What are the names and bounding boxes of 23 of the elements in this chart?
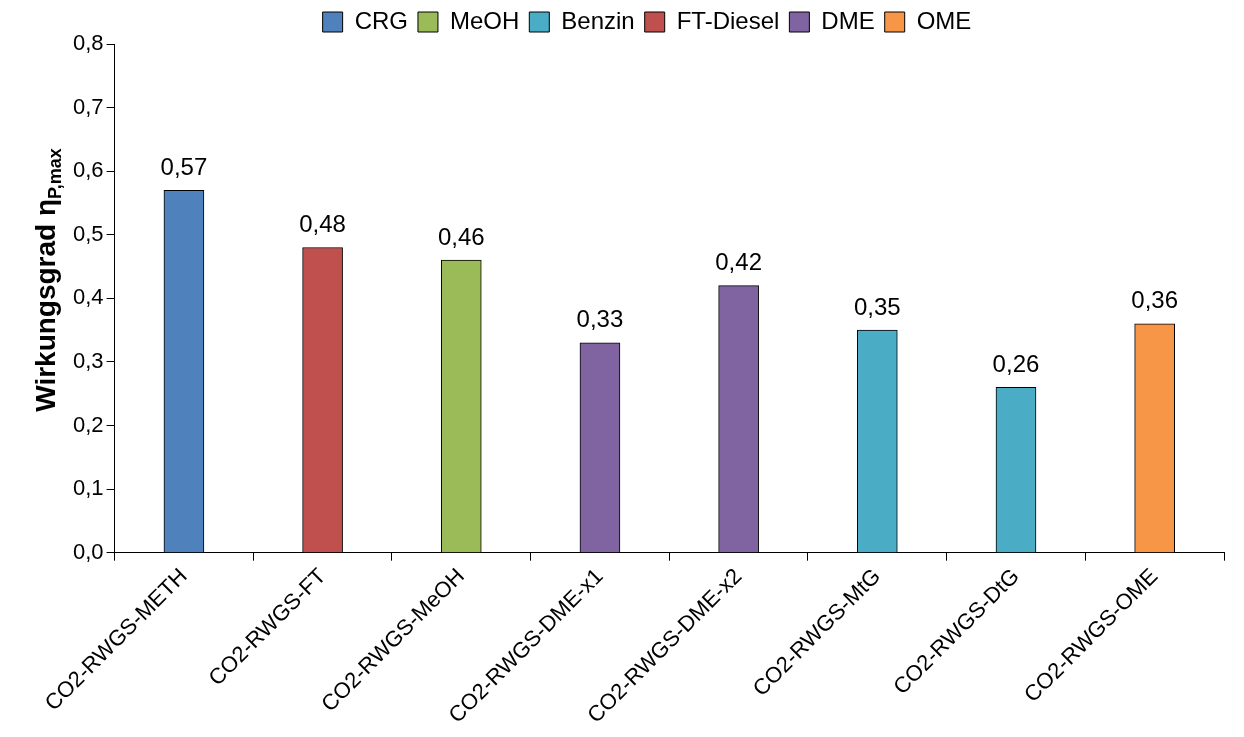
legend-label: FT-Diesel	[676, 6, 780, 34]
data-label: 0,26	[992, 349, 1040, 377]
y-tick-label: 0,7	[72, 93, 104, 119]
data-label: 0,46	[437, 222, 485, 250]
data-label: 0,35	[853, 292, 901, 320]
y-tick-label: 0,6	[72, 157, 104, 183]
data-label: 0,48	[299, 210, 346, 238]
legend-label: MeOH	[449, 6, 520, 34]
y-tick-label: 0,3	[72, 348, 104, 373]
legend-label: CRG	[354, 6, 408, 34]
data-label: 0,33	[576, 305, 624, 333]
y-tick-label: 0,0	[72, 538, 104, 564]
y-tick-label: 0,4	[72, 284, 104, 310]
y-tick-label: 0,1	[72, 475, 104, 501]
y-tick-label: 0,8	[72, 30, 104, 56]
data-label: 0,42	[715, 248, 762, 276]
legend-label: OME	[916, 6, 972, 34]
legend-label: DME	[821, 6, 875, 34]
y-tick-label: 0,2	[72, 411, 104, 437]
legend-label: Benzin	[561, 6, 635, 34]
y-tick-label: 0,5	[72, 220, 104, 246]
data-label: 0,57	[160, 152, 208, 180]
data-label: 0,36	[1131, 286, 1179, 314]
